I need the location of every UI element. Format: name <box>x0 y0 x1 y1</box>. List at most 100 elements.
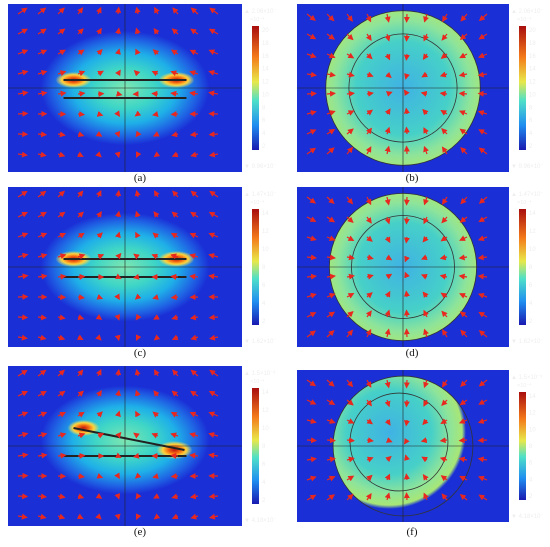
field-arrow <box>37 369 47 377</box>
field-arrow <box>346 254 355 261</box>
field-arrow <box>208 211 219 218</box>
field-arrow <box>460 379 468 388</box>
field-arrow <box>306 437 317 444</box>
field-arrow <box>326 456 336 463</box>
field-arrow <box>440 235 448 242</box>
field-arrow <box>306 292 317 299</box>
panel-caption-f: (f) <box>406 526 418 538</box>
field-arrow <box>403 89 410 97</box>
field-arrow <box>190 190 199 198</box>
colorbar-tick-label: 10 <box>262 426 269 432</box>
field-arrow <box>171 334 179 341</box>
field-arrow <box>152 473 159 479</box>
field-arrow <box>442 13 448 23</box>
field-arrow <box>423 196 429 206</box>
field-arrow <box>57 273 67 280</box>
colorbar-tick-label: 8 <box>529 105 533 111</box>
field-arrow <box>208 69 219 76</box>
field-arrow <box>115 452 122 458</box>
field-arrow <box>172 369 179 377</box>
field-arrow <box>385 71 392 79</box>
field-arrow <box>385 273 393 280</box>
field-arrow <box>477 110 488 116</box>
colorbar-tick-label: 12 <box>262 408 269 414</box>
field-arrow <box>57 151 66 158</box>
field-arrow <box>384 108 391 115</box>
field-arrow <box>423 13 429 23</box>
field-arrow <box>326 273 336 280</box>
field-arrow <box>346 52 355 59</box>
field-arrow <box>134 293 142 300</box>
field-arrow <box>57 253 67 260</box>
field-arrow <box>306 254 317 261</box>
field-arrow <box>116 90 123 97</box>
field-arrow <box>96 232 103 239</box>
field-arrow <box>37 7 47 15</box>
colorbar-tick-label: 16 <box>529 54 536 60</box>
panel-d: ▲ 1.47×10⁻³ ×10⁻⁴ 14 12 10 8 6 4 2 ▼ 1.62×10⁻⁵ <box>297 187 543 347</box>
field-arrow <box>346 128 354 135</box>
field-arrow <box>77 190 84 198</box>
field-arrow <box>37 432 48 438</box>
field-arrow <box>326 293 336 299</box>
colorbar-tick-label: 2 <box>529 319 533 325</box>
field-arrow <box>57 452 67 459</box>
field-arrow <box>478 330 488 338</box>
field-arrow <box>458 110 468 116</box>
field-arrow <box>96 294 104 300</box>
field-arrow <box>460 196 468 205</box>
field-arrow <box>478 129 488 135</box>
field-arrow <box>189 432 199 439</box>
field-arrow <box>208 90 219 97</box>
field-arrow <box>477 71 488 78</box>
field-arrow <box>152 131 160 137</box>
field-arrow <box>458 418 468 424</box>
field-arrow <box>114 293 120 301</box>
field-arrow <box>366 71 374 78</box>
field-arrow <box>385 91 393 97</box>
field-arrow <box>346 110 355 116</box>
field-arrow <box>346 311 354 318</box>
field-arrow <box>326 235 336 241</box>
field-arrow <box>17 90 29 97</box>
field-arrow <box>326 399 336 405</box>
field-arrow <box>190 7 199 15</box>
field-arrow <box>153 493 160 499</box>
field-arrow <box>17 452 29 459</box>
colorbar-tick-label: 4 <box>262 131 266 137</box>
field-arrow <box>17 49 29 55</box>
field-arrow <box>135 48 141 56</box>
field-arrow <box>77 473 85 480</box>
colorbar-tick-label: 2 <box>529 144 533 150</box>
field-arrow <box>423 328 429 338</box>
field-arrow <box>208 493 219 500</box>
colorbar-tick-label: 10 <box>529 92 536 98</box>
field-arrow <box>306 379 317 387</box>
field-arrow <box>135 313 142 321</box>
field-arrow <box>326 33 336 40</box>
field-arrow <box>478 399 488 405</box>
field-arrow <box>384 196 391 206</box>
field-arrow <box>95 131 103 137</box>
field-arrow <box>77 232 85 239</box>
field-arrow <box>384 492 391 501</box>
field-arrow <box>209 7 219 15</box>
field-arrow <box>306 33 317 40</box>
field-arrow <box>439 456 448 463</box>
field-arrow <box>209 369 219 377</box>
field-arrow <box>458 437 468 444</box>
field-arrow <box>440 52 448 59</box>
field-arrow <box>76 334 84 341</box>
colorbar-tick-label: 20 <box>262 28 269 34</box>
field-arrow <box>477 456 488 463</box>
field-arrow <box>384 216 391 225</box>
field-arrow <box>306 399 317 405</box>
field-arrow <box>384 473 391 481</box>
field-arrow <box>17 7 28 15</box>
field-arrow <box>57 411 67 418</box>
field-arrow <box>172 190 179 198</box>
field-arrow <box>346 90 355 97</box>
field-arrow <box>306 273 317 280</box>
colorbar-min-label: ▼ 4.18×10⁻⁵ <box>244 517 276 524</box>
field-arrow <box>326 110 336 116</box>
